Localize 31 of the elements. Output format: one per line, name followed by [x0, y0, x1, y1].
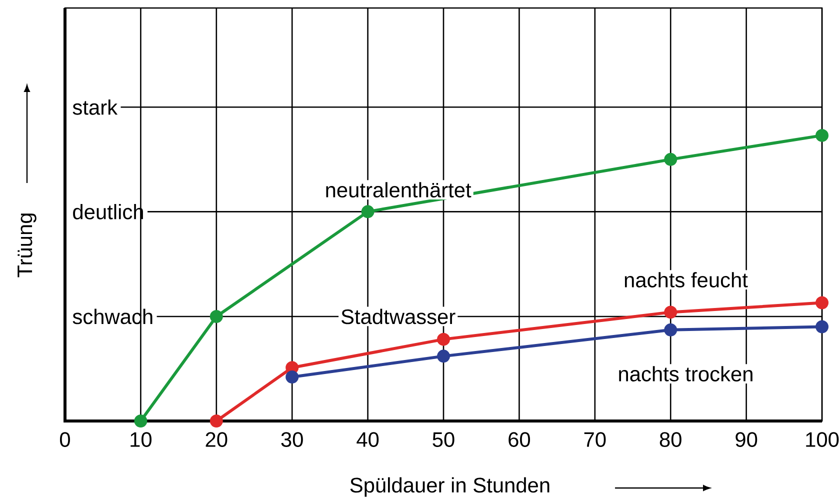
- x-tick-label: 10: [130, 432, 152, 447]
- point: [664, 152, 678, 166]
- ref-line-label: stark: [72, 99, 118, 115]
- annotation: Stadtwasser: [341, 308, 456, 324]
- x-tick-label: 0: [60, 432, 70, 447]
- x-tick-label: 80: [660, 432, 682, 447]
- point: [816, 320, 829, 334]
- point: [664, 306, 678, 319]
- x-tick-label: 100: [806, 432, 839, 447]
- y-axis-title: Trüung: [18, 214, 36, 278]
- x-axis-title: Spüldauer in Stunden: [350, 477, 550, 497]
- x-tick-label: 40: [356, 432, 379, 447]
- x-tick-label: 70: [584, 432, 606, 447]
- point: [361, 205, 374, 218]
- point: [134, 414, 148, 428]
- x-tick-label: 90: [736, 432, 758, 447]
- point: [210, 310, 223, 323]
- point: [816, 296, 829, 310]
- x-tick-label: 30: [281, 432, 303, 447]
- point: [437, 332, 450, 346]
- series-label: nachts trocken: [619, 366, 752, 382]
- point: [210, 414, 223, 428]
- point: [664, 323, 678, 336]
- point: [437, 350, 450, 363]
- point: [816, 128, 829, 142]
- x-tick-label: 60: [508, 432, 530, 447]
- series-label: neutralenthärtet: [326, 182, 472, 198]
- x-tick-label: 20: [206, 432, 228, 447]
- x-tick-label: 50: [432, 432, 454, 447]
- series-label: nachts feucht: [624, 272, 748, 288]
- point: [286, 370, 299, 384]
